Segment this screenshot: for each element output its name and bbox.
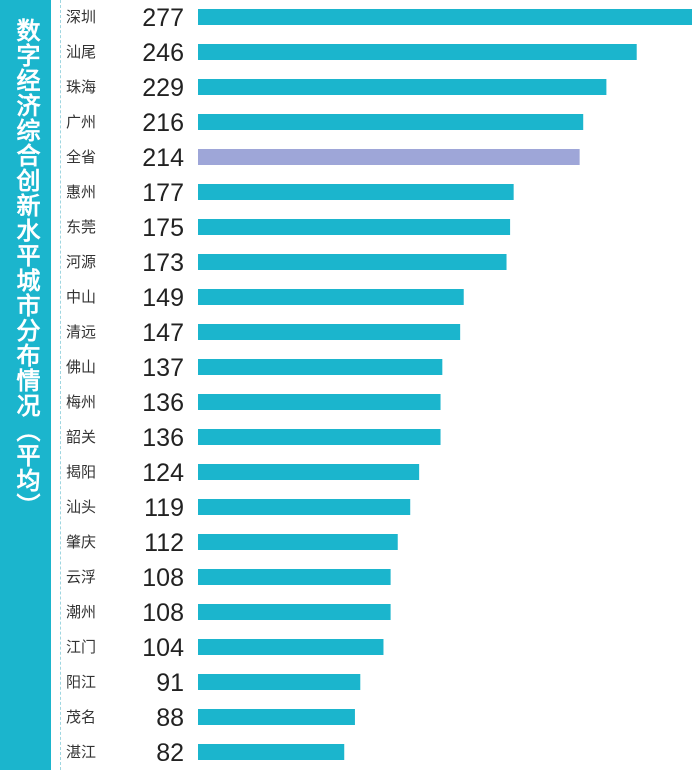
bar: [198, 639, 384, 655]
value-label: 246: [142, 39, 184, 67]
value-label: 137: [142, 354, 184, 382]
value-label: 175: [142, 214, 184, 242]
category-label: 肇庆: [66, 533, 96, 551]
divider-line: [60, 0, 62, 770]
category-label: 广州: [66, 113, 96, 131]
bar: [198, 219, 511, 235]
bar: [198, 674, 361, 690]
bar: [198, 289, 464, 305]
value-label: 149: [142, 284, 184, 312]
category-label: 湛江: [66, 743, 96, 761]
bar: [198, 744, 345, 760]
value-label: 147: [142, 319, 184, 347]
value-label: 136: [142, 424, 184, 452]
value-label: 124: [142, 459, 184, 487]
value-label: 112: [144, 529, 184, 557]
category-label: 汕头: [66, 498, 96, 516]
category-label: 梅州: [66, 393, 96, 411]
bar: [198, 324, 461, 340]
value-label: 108: [142, 599, 184, 627]
category-label: 惠州: [66, 183, 96, 201]
bar: [198, 429, 441, 445]
category-label: 江门: [66, 638, 96, 656]
value-label: 82: [156, 739, 184, 767]
category-label: 深圳: [66, 8, 96, 26]
bar: [198, 394, 441, 410]
bar: [198, 184, 514, 200]
bar: [198, 254, 507, 270]
bar: [198, 569, 391, 585]
value-label: 177: [142, 179, 184, 207]
category-label: 汕尾: [66, 43, 96, 61]
category-label: 清远: [66, 323, 96, 341]
bar: [198, 604, 391, 620]
value-label: 88: [156, 704, 184, 732]
category-label: 阳江: [66, 673, 96, 691]
category-label: 河源: [66, 253, 96, 271]
title-panel: 数字经济综合创新水平城市分布情况（平均）: [0, 0, 51, 770]
bar: [198, 149, 580, 165]
bar: [198, 709, 355, 725]
category-label: 全省: [66, 148, 96, 166]
bar: [198, 44, 637, 60]
category-label: 潮州: [66, 603, 96, 621]
value-label: 173: [142, 249, 184, 277]
category-label: 佛山: [66, 358, 96, 376]
bar: [198, 464, 420, 480]
bar: [198, 79, 607, 95]
value-label: 229: [142, 74, 184, 102]
bar: [198, 9, 692, 25]
value-label: 104: [142, 634, 184, 662]
category-label: 韶关: [66, 428, 96, 446]
bar: [198, 359, 443, 375]
value-label: 91: [156, 669, 184, 697]
bar: [198, 114, 584, 130]
value-label: 136: [142, 389, 184, 417]
value-label: 108: [142, 564, 184, 592]
category-label: 揭阳: [66, 463, 96, 481]
category-label: 珠海: [66, 78, 96, 96]
value-label: 119: [144, 494, 184, 522]
bar: [198, 534, 398, 550]
bar: [198, 499, 411, 515]
value-label: 216: [142, 109, 184, 137]
value-label: 277: [142, 4, 184, 32]
category-label: 东莞: [66, 218, 96, 236]
value-label: 214: [142, 144, 184, 172]
category-label: 茂名: [66, 708, 96, 726]
category-label: 中山: [66, 288, 96, 306]
category-label: 云浮: [66, 568, 96, 586]
chart-title: 数字经济综合创新水平城市分布情况（平均）: [12, 18, 40, 518]
